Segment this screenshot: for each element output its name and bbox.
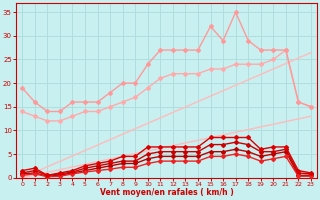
X-axis label: Vent moyen/en rafales ( km/h ): Vent moyen/en rafales ( km/h ) xyxy=(100,188,234,197)
